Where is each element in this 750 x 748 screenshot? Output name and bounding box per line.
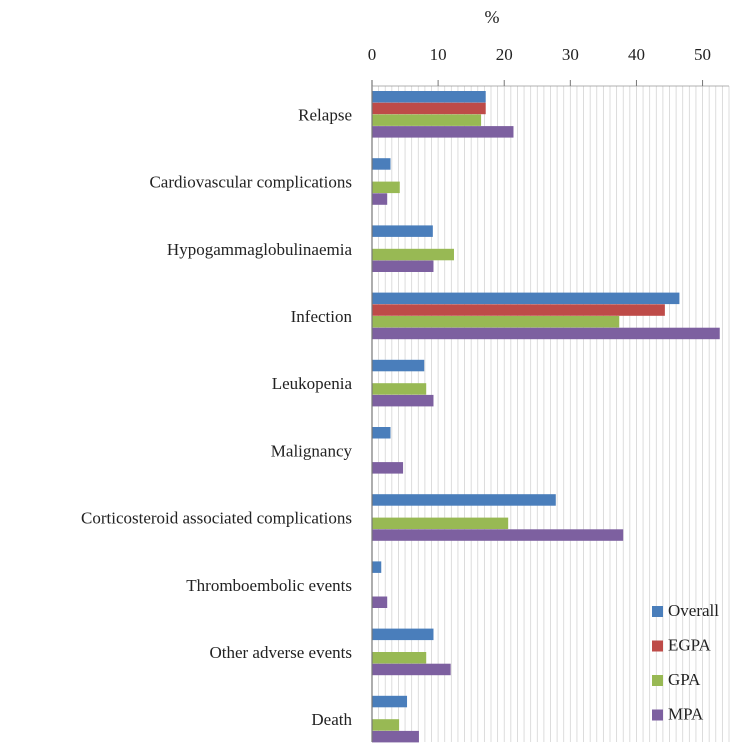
bar-mpa <box>372 126 514 138</box>
bar-egpa <box>372 102 486 115</box>
bar-mpa <box>372 193 388 205</box>
bar-mpa <box>372 327 720 340</box>
category-label: Cardiovascular complications <box>149 173 352 192</box>
legend-label-gpa: GPA <box>668 670 701 689</box>
category-label: Relapse <box>298 105 352 124</box>
category-label: Death <box>311 710 352 729</box>
bar-mpa <box>372 462 404 474</box>
x-axis-title: % <box>485 7 500 27</box>
gridlines <box>378 86 730 742</box>
category-labels: Relapse Cardiovascular complications Hypog… <box>81 105 353 729</box>
bar-gpa <box>372 248 454 261</box>
legend-label-egpa: EGPA <box>668 636 712 655</box>
bar-overall <box>372 91 486 103</box>
bar-overall <box>372 561 382 573</box>
bar-mpa <box>372 529 624 541</box>
bar-overall <box>372 427 391 439</box>
category-label: Hypogammaglobulinaemia <box>167 240 353 259</box>
bar-gpa <box>372 114 482 126</box>
bar-overall <box>372 494 556 506</box>
x-tick-label: 0 <box>368 45 377 64</box>
bar-gpa <box>372 181 400 194</box>
bar-egpa <box>372 304 665 316</box>
legend-label-mpa: MPA <box>668 705 704 724</box>
bar-mpa <box>372 596 388 608</box>
category-label: Leukopenia <box>272 374 353 393</box>
bar-overall <box>372 225 433 237</box>
bar-overall <box>372 359 425 372</box>
bar-gpa <box>372 383 427 395</box>
bar-overall <box>372 158 391 170</box>
bar-overall <box>372 628 434 641</box>
legend-swatch-egpa <box>652 640 663 652</box>
bar-gpa <box>372 316 620 328</box>
bars <box>372 91 720 743</box>
x-tick-label: 10 <box>430 45 447 64</box>
x-tick-label: 30 <box>562 45 579 64</box>
legend: Overall EGPA GPA MPA <box>652 601 719 724</box>
x-tick-label: 40 <box>628 45 645 64</box>
bar-gpa <box>372 652 427 664</box>
category-label: Malignancy <box>271 441 353 460</box>
category-label: Corticosteroid associated complications <box>81 509 352 528</box>
legend-swatch-gpa <box>652 675 663 686</box>
bar-overall <box>372 695 408 708</box>
bar-mpa <box>372 730 419 743</box>
legend-swatch-mpa <box>652 709 663 721</box>
bar-overall <box>372 292 680 305</box>
x-axis-ticks: 0 10 20 30 40 50 <box>368 45 729 87</box>
bar-mpa <box>372 394 434 407</box>
bar-mpa <box>372 260 434 272</box>
category-label: Infection <box>291 307 353 326</box>
legend-swatch-overall <box>652 606 663 617</box>
bar-gpa <box>372 719 400 731</box>
bar-mpa <box>372 663 451 676</box>
x-tick-label: 50 <box>694 45 711 64</box>
bar-gpa <box>372 517 509 530</box>
category-label: Thromboembolic events <box>186 576 352 595</box>
legend-label-overall: Overall <box>668 601 719 620</box>
x-tick-label: 20 <box>496 45 513 64</box>
category-label: Other adverse events <box>209 643 352 662</box>
